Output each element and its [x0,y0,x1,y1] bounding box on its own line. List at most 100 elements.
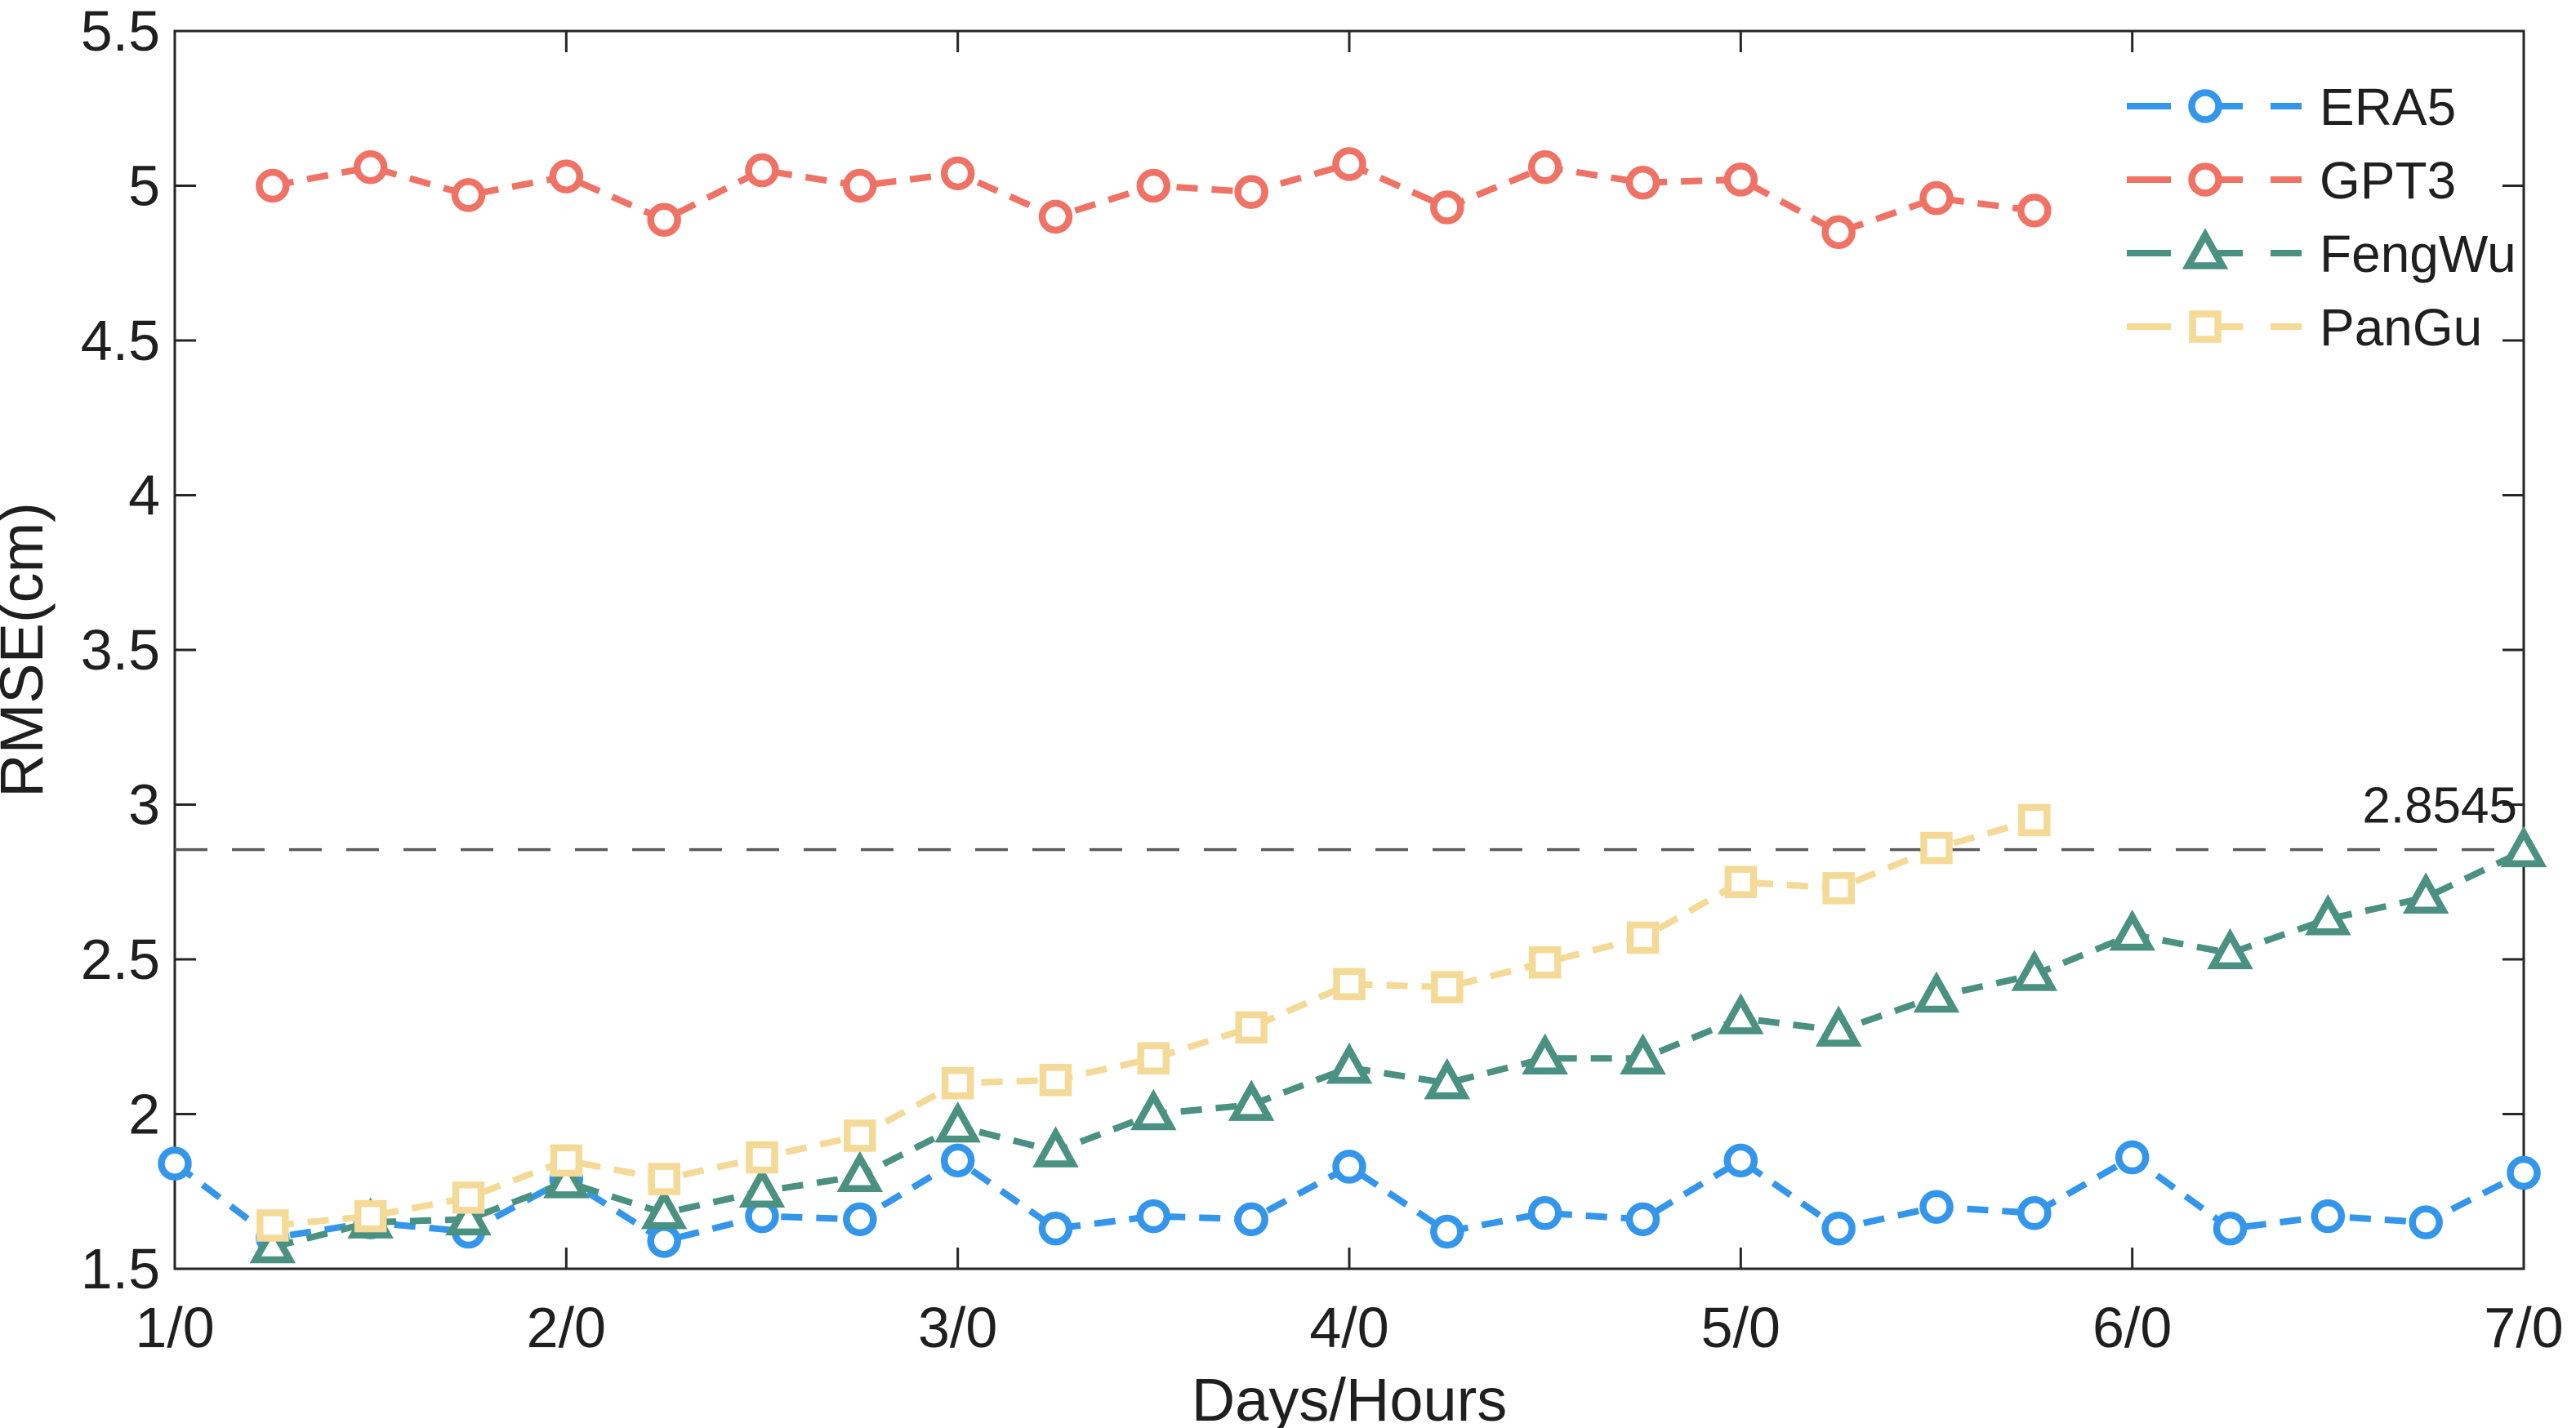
series-marker-gpt3 [1234,175,1268,209]
series-marker-gpt3 [2017,194,2052,228]
series-marker-era5 [2017,1196,2052,1230]
legend-marker [2189,310,2222,343]
series-marker-gpt3 [843,168,877,203]
series-marker-gpt3 [549,159,584,194]
series-marker-pangu [648,1163,680,1195]
x-tick-label: 7/0 [2484,1296,2563,1359]
series-marker-fengwu [1228,1079,1275,1121]
y-tick-label: 1.5 [81,1237,160,1301]
series-marker-gpt3 [1919,180,1954,216]
legend-label: FengWu [2320,225,2516,283]
series-marker-fengwu [2305,894,2351,936]
series-marker-fengwu [1032,1126,1079,1168]
series-marker-fengwu [1913,971,1960,1013]
series-marker-fengwu [1815,1005,1862,1047]
y-tick-label: 3 [128,773,160,837]
series-marker-era5 [843,1202,877,1237]
y-tick-label: 4.5 [81,309,160,372]
series-marker-era5 [2409,1205,2443,1239]
series-marker-pangu [1920,831,1953,865]
series-marker-era5 [2311,1199,2346,1234]
series-marker-era5 [1625,1202,1660,1237]
y-tick-label: 2.5 [81,928,160,991]
series-marker-gpt3 [1723,162,1758,197]
series-marker-gpt3 [451,178,486,212]
series-marker-pangu [354,1199,387,1233]
legend-label: GPT3 [2320,151,2456,210]
series-marker-pangu [1039,1064,1072,1097]
series-marker-era5 [1821,1211,1856,1246]
series-marker-era5 [1234,1202,1268,1237]
series-marker-era5 [647,1224,681,1258]
series-marker-pangu [1333,968,1366,1001]
y-tick-label: 5 [128,154,160,218]
series-marker-gpt3 [1430,190,1464,225]
series-marker-pangu [1626,921,1660,954]
legend-item-gpt3: GPT3 [2127,151,2456,210]
series-marker-pangu [256,1209,289,1242]
series-marker-era5 [2507,1155,2541,1190]
legend-marker [2182,228,2229,269]
x-tick-label: 4/0 [1309,1296,1388,1359]
series-marker-gpt3 [353,150,388,185]
series-marker-fengwu [249,1221,296,1264]
legend: ERA5 GPT3 FengWu PanGu [2127,78,2516,357]
series-marker-pangu [1822,872,1855,905]
series-marker-gpt3 [745,153,779,188]
x-tick-label: 3/0 [918,1296,997,1359]
series-marker-fengwu [2500,825,2547,868]
y-tick-label: 3.5 [81,618,160,682]
series-marker-era5 [2115,1140,2150,1175]
series-marker-gpt3 [1821,215,1856,250]
x-axis-title: Days/Hours [1192,1366,1508,1428]
series-marker-era5 [1430,1214,1464,1249]
series-marker-era5 [1919,1190,1954,1224]
x-tick-label: 6/0 [2092,1296,2172,1359]
series-marker-gpt3 [256,168,290,203]
series-marker-fengwu [934,1101,981,1143]
series-marker-fengwu [1620,1033,1666,1075]
y-tick-label: 4 [128,464,160,527]
legend-marker [2188,162,2222,197]
series-marker-fengwu [2207,928,2253,970]
series-marker-fengwu [2402,872,2449,914]
legend-item-fengwu: FengWu [2127,225,2516,283]
series-marker-pangu [452,1181,485,1214]
series-marker-pangu [844,1119,876,1152]
series-marker-pangu [1235,1011,1268,1044]
series-marker-era5 [940,1143,975,1178]
series-marker-gpt3 [1038,199,1073,234]
series-marker-pangu [550,1144,583,1177]
series-marker-gpt3 [1527,150,1562,185]
legend-label: PanGu [2320,298,2482,357]
series-marker-fengwu [2109,909,2155,951]
series-marker-pangu [941,1066,974,1100]
series-line-fengwu [271,847,2525,1251]
series-marker-fengwu [1130,1088,1177,1131]
y-tick-label: 5.5 [81,0,160,63]
series-marker-gpt3 [1625,165,1660,200]
series-marker-era5 [1136,1199,1171,1234]
series-marker-pangu [746,1141,778,1174]
series-marker-pangu [1528,946,1562,979]
series-marker-fengwu [1424,1057,1471,1100]
series-marker-fengwu [2011,950,2058,991]
x-tick-label: 5/0 [1701,1296,1780,1359]
series-marker-fengwu [836,1150,884,1193]
legend-item-pangu: PanGu [2127,298,2482,357]
series-marker-pangu [2018,803,2051,837]
series-marker-pangu [1431,971,1464,1003]
x-tick-label: 2/0 [527,1296,606,1359]
series-marker-gpt3 [1332,147,1366,181]
series-marker-era5 [1723,1143,1758,1178]
x-tick-label: 1/0 [135,1296,214,1359]
series-marker-pangu [1724,865,1758,898]
series-marker-era5 [1038,1211,1073,1246]
series-marker-era5 [2213,1211,2248,1246]
series-marker-era5 [158,1146,192,1181]
series-marker-fengwu [640,1188,688,1230]
series-marker-fengwu [1522,1033,1568,1075]
series-marker-fengwu [1326,1042,1373,1084]
